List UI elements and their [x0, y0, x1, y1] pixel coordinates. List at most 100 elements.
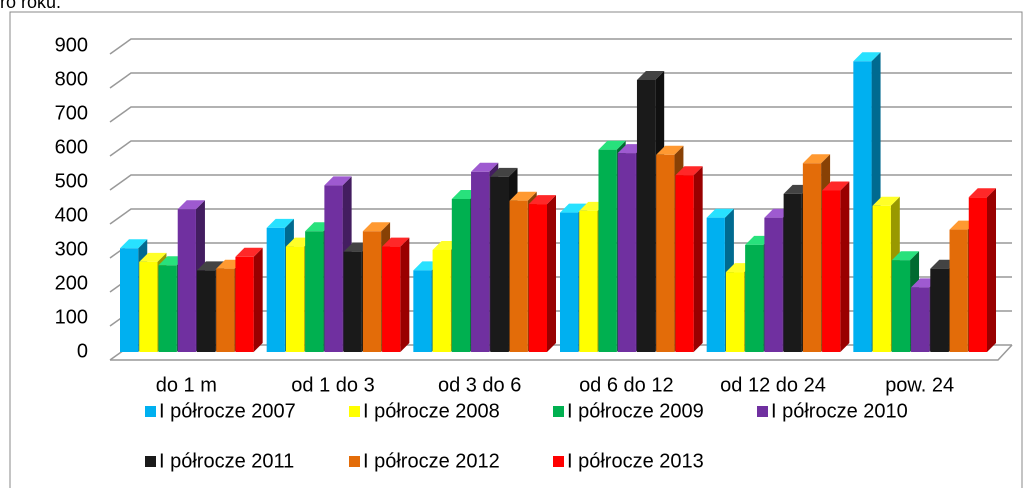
grid-line	[109, 72, 1012, 89]
legend-swatch	[553, 406, 564, 417]
bar	[617, 153, 636, 352]
y-tick-label: 700	[55, 102, 88, 124]
bar-top	[802, 154, 831, 164]
legend-swatch	[145, 406, 156, 417]
bar	[745, 244, 764, 352]
bar-top	[324, 176, 352, 186]
x-tick-label: do 1 m	[156, 374, 217, 396]
legend-label: I półrocze 2013	[567, 450, 704, 472]
y-tick-label: 900	[55, 34, 88, 56]
x-tick-label: od 3 do 6	[438, 374, 521, 396]
bar	[560, 212, 579, 352]
bar	[579, 210, 598, 352]
bar-top	[872, 196, 900, 206]
bar	[471, 171, 490, 352]
bar	[177, 209, 196, 352]
legend-label: I półrocze 2007	[159, 400, 296, 422]
y-tick-label: 500	[55, 170, 88, 192]
bar	[139, 261, 158, 352]
bar	[656, 154, 675, 352]
bar-top	[853, 52, 881, 62]
grid-line	[109, 38, 1012, 55]
bar-side	[840, 181, 850, 352]
bar	[968, 197, 987, 352]
bar	[432, 250, 451, 352]
bar	[235, 256, 254, 352]
bar	[764, 217, 783, 352]
bar	[285, 246, 305, 352]
bar	[362, 231, 382, 352]
bar	[598, 149, 617, 352]
bar-top	[120, 239, 148, 249]
bar	[853, 61, 872, 353]
bar-top	[177, 200, 205, 210]
bar	[490, 176, 509, 352]
bar	[872, 205, 891, 352]
bar	[196, 270, 216, 352]
bar	[509, 200, 528, 352]
bar	[305, 231, 324, 352]
x-tick-label: od 12 do 24	[720, 374, 826, 396]
legend-swatch	[145, 456, 156, 467]
bar	[911, 287, 930, 352]
bar	[216, 268, 235, 352]
bar-top	[509, 191, 537, 201]
bar	[343, 251, 362, 352]
y-tick-label: 400	[55, 204, 88, 226]
y-tick-label: 600	[55, 136, 88, 158]
grid-line	[109, 174, 1012, 191]
x-tick-label: od 6 do 12	[579, 374, 674, 396]
x-tick-label: pow. 24	[885, 374, 954, 396]
bar	[451, 199, 471, 352]
bar	[930, 268, 949, 352]
bar	[949, 229, 968, 352]
bar	[382, 246, 401, 352]
bar	[822, 190, 841, 352]
bar-top	[471, 162, 499, 172]
bar	[725, 272, 745, 352]
legend-swatch	[349, 406, 360, 417]
bar	[636, 80, 656, 352]
page-fragment: ro roku.	[0, 0, 61, 12]
legend-swatch	[553, 456, 564, 467]
bar-top	[598, 140, 626, 150]
y-tick-label: 100	[55, 306, 88, 328]
bar-top	[656, 145, 684, 155]
y-tick-label: 800	[55, 68, 88, 90]
bar-side	[400, 237, 410, 352]
bar	[120, 248, 139, 352]
bar-side	[253, 247, 263, 352]
bar-top	[706, 208, 734, 218]
bar-top	[235, 247, 263, 257]
legend-label: I półrocze 2008	[363, 400, 500, 422]
bar	[675, 175, 694, 352]
legend-swatch	[349, 456, 360, 467]
bar-top	[139, 252, 167, 262]
bar-top	[382, 237, 410, 247]
floor-edge	[110, 344, 1013, 361]
legend-swatch	[757, 406, 768, 417]
bar	[802, 163, 822, 352]
legend-label: I półrocze 2010	[771, 400, 908, 422]
bar-top	[891, 251, 920, 261]
bar-side	[693, 166, 703, 352]
legend-label: I półrocze 2012	[363, 450, 500, 472]
bar-top	[636, 71, 665, 80]
bar-top	[968, 188, 996, 198]
grid-line	[109, 106, 1012, 123]
bar-top	[362, 222, 391, 232]
legend-label: I półrocze 2009	[567, 400, 704, 422]
y-tick-label: 0	[77, 340, 88, 362]
bar	[528, 204, 547, 352]
bar-top	[675, 166, 703, 176]
bar	[324, 185, 343, 352]
bar	[783, 193, 802, 352]
bar	[706, 217, 725, 352]
bar	[266, 227, 285, 352]
bar	[891, 260, 911, 352]
bar	[158, 265, 177, 352]
bar-top	[490, 167, 518, 177]
legend-label: I półrocze 2011	[159, 450, 294, 472]
